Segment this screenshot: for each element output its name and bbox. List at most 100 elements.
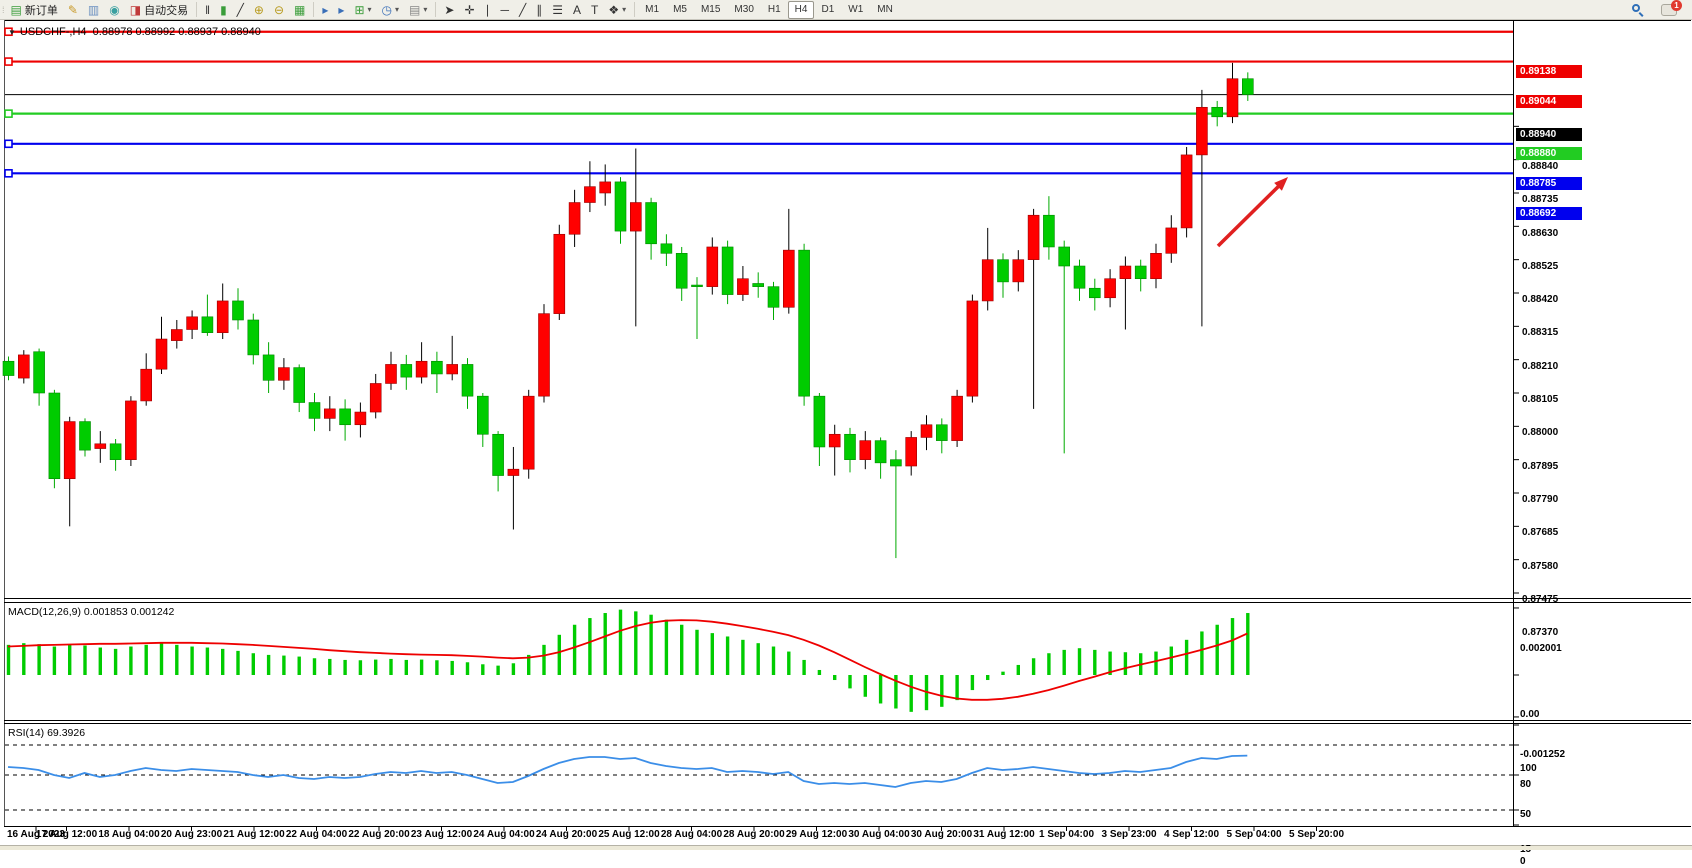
indicators-icon: ⊞ (354, 2, 365, 17)
macd-indicator-label: MACD(12,26,9) 0.001853 0.001242 (8, 606, 175, 618)
text-label-icon: T (591, 2, 599, 17)
bar-chart-button[interactable]: ‖ (200, 1, 215, 19)
time-axis-label: 24 Aug 04:00 (473, 829, 535, 840)
fibonacci-icon: ☰ (552, 2, 564, 17)
price-tick-label: 0.88630 (1522, 227, 1559, 239)
candle (369, 383, 382, 413)
time-axis-label: 28 Aug 04:00 (660, 829, 723, 840)
dropdown-caret-icon: ▾ (367, 5, 372, 14)
chart-title[interactable]: ▼ USDCHF-,H4 0.88978 0.88992 0.88937 0.88… (8, 26, 261, 38)
vertical-line-icon: ∣ (484, 2, 491, 17)
macd-scale-label: -0.001252 (1520, 749, 1566, 760)
vertical-line-button[interactable]: ∣ (480, 1, 496, 19)
candle (232, 300, 244, 321)
timeframe-button-w1[interactable]: W1 (848, 4, 864, 15)
cursor-icon: ➤ (444, 2, 455, 17)
chart-canvas[interactable] (0, 20, 1692, 846)
trendline-button[interactable]: ╱ (514, 1, 531, 19)
notifications-button[interactable]: 1 (1656, 0, 1682, 19)
zoom-out-icon: ⊖ (273, 2, 285, 17)
toolbar-drag-handle[interactable]: ⁞ (2, 4, 4, 15)
periods-button[interactable]: ◷ ▾ (377, 1, 405, 19)
candle (1073, 265, 1086, 289)
timeframe-button-m5[interactable]: M5 (673, 4, 687, 15)
candle (476, 395, 489, 435)
toolbar-separator (313, 2, 315, 17)
auto-scroll-button[interactable]: ▸ (317, 1, 333, 19)
horizontal-line-button[interactable]: ─ (496, 1, 515, 19)
tile-windows-button[interactable]: ▦ (289, 1, 310, 19)
crayon-icon: ✎ (67, 2, 78, 17)
time-axis-label: 24 Aug 20:00 (535, 829, 598, 840)
zoom-out-button[interactable]: ⊖ (269, 1, 289, 19)
publisher-button[interactable]: ▥ (83, 1, 104, 19)
price-tick-label: 0.88000 (1522, 427, 1559, 439)
search-icon (1632, 4, 1644, 17)
zoom-in-icon: ⊕ (253, 2, 264, 17)
dropdown-caret-icon: ▾ (622, 5, 627, 14)
time-axis-label: 22 Aug 04:00 (285, 829, 348, 840)
candle (675, 253, 688, 289)
rsi-scale-label: 0 (1520, 856, 1526, 867)
price-tick-label: 0.87370 (1522, 627, 1559, 639)
timeframe-button-mn[interactable]: MN (877, 4, 893, 15)
candle (492, 433, 504, 476)
tile-windows-icon: ▦ (294, 2, 306, 17)
candle (660, 243, 673, 254)
channel-button[interactable]: ∥ (531, 1, 547, 19)
candle (262, 354, 275, 381)
templates-button[interactable]: ▤ ▾ (404, 1, 432, 19)
chart-dropdown-icon[interactable]: ▼ (8, 28, 16, 37)
rsi-scale-label: 100 (1520, 763, 1537, 774)
candle (461, 364, 474, 397)
toolbar-separator (435, 2, 437, 17)
shapes-button[interactable]: ❖ ▾ (603, 1, 631, 19)
cursor-button[interactable]: ➤ (439, 1, 459, 19)
candle (33, 351, 45, 394)
new-order-button[interactable]: ▤ 新订单 (6, 1, 63, 19)
time-axis-label: 28 Aug 20:00 (723, 829, 785, 840)
fibonacci-button[interactable]: ☰ (547, 1, 568, 19)
level-price-tag: 0.88880 (1516, 147, 1582, 161)
line-chart-button[interactable]: ╱ (232, 1, 249, 19)
chart-shift-button[interactable]: ▸ (333, 1, 349, 19)
signal-button[interactable]: ◉ (104, 1, 124, 19)
candlestick-chart-button[interactable]: ▮ (215, 1, 232, 19)
candle (522, 395, 535, 470)
timeframe-button-h1[interactable]: H1 (767, 4, 781, 15)
candle (706, 246, 719, 287)
candle (859, 440, 872, 460)
indicators-button[interactable]: ⊞ ▾ (349, 1, 376, 19)
crayon-button[interactable]: ✎ (63, 1, 83, 19)
candle (997, 259, 1009, 283)
timeframe-button-m30[interactable]: M30 (734, 4, 754, 15)
candle (844, 433, 856, 460)
candle (63, 421, 76, 480)
crosshair-button[interactable]: ✛ (459, 1, 479, 19)
search-button[interactable] (1627, 1, 1648, 19)
crosshair-icon: ✛ (464, 2, 475, 17)
timeframe-button-m15[interactable]: M15 (700, 4, 721, 15)
candle (1165, 227, 1178, 254)
timeframe-button-h4[interactable]: H4 (787, 0, 815, 19)
candlestick-chart-icon: ▮ (220, 2, 227, 17)
price-tick-label: 0.87895 (1522, 460, 1559, 472)
candle (920, 424, 933, 438)
timeframe-button-d1[interactable]: D1 (821, 4, 835, 15)
time-axis-label: 20 Aug 23:00 (160, 829, 223, 840)
candle (2, 360, 15, 376)
candle (323, 408, 336, 419)
candle (1012, 259, 1025, 283)
candle (828, 433, 841, 448)
price-tick-label: 0.88525 (1522, 260, 1559, 272)
timeframe-button-m1[interactable]: M1 (645, 4, 660, 15)
candle (1196, 106, 1208, 156)
candle (1043, 214, 1055, 248)
trendline-icon: ╱ (519, 2, 527, 17)
zoom-in-button[interactable]: ⊕ (249, 1, 269, 19)
price-tick-label: 0.87790 (1522, 494, 1559, 506)
text-button[interactable]: A (568, 1, 586, 19)
autotrade-button[interactable]: ◨ 自动交易 (125, 1, 193, 19)
text-label-button[interactable]: T (586, 1, 603, 19)
candle (278, 367, 290, 381)
